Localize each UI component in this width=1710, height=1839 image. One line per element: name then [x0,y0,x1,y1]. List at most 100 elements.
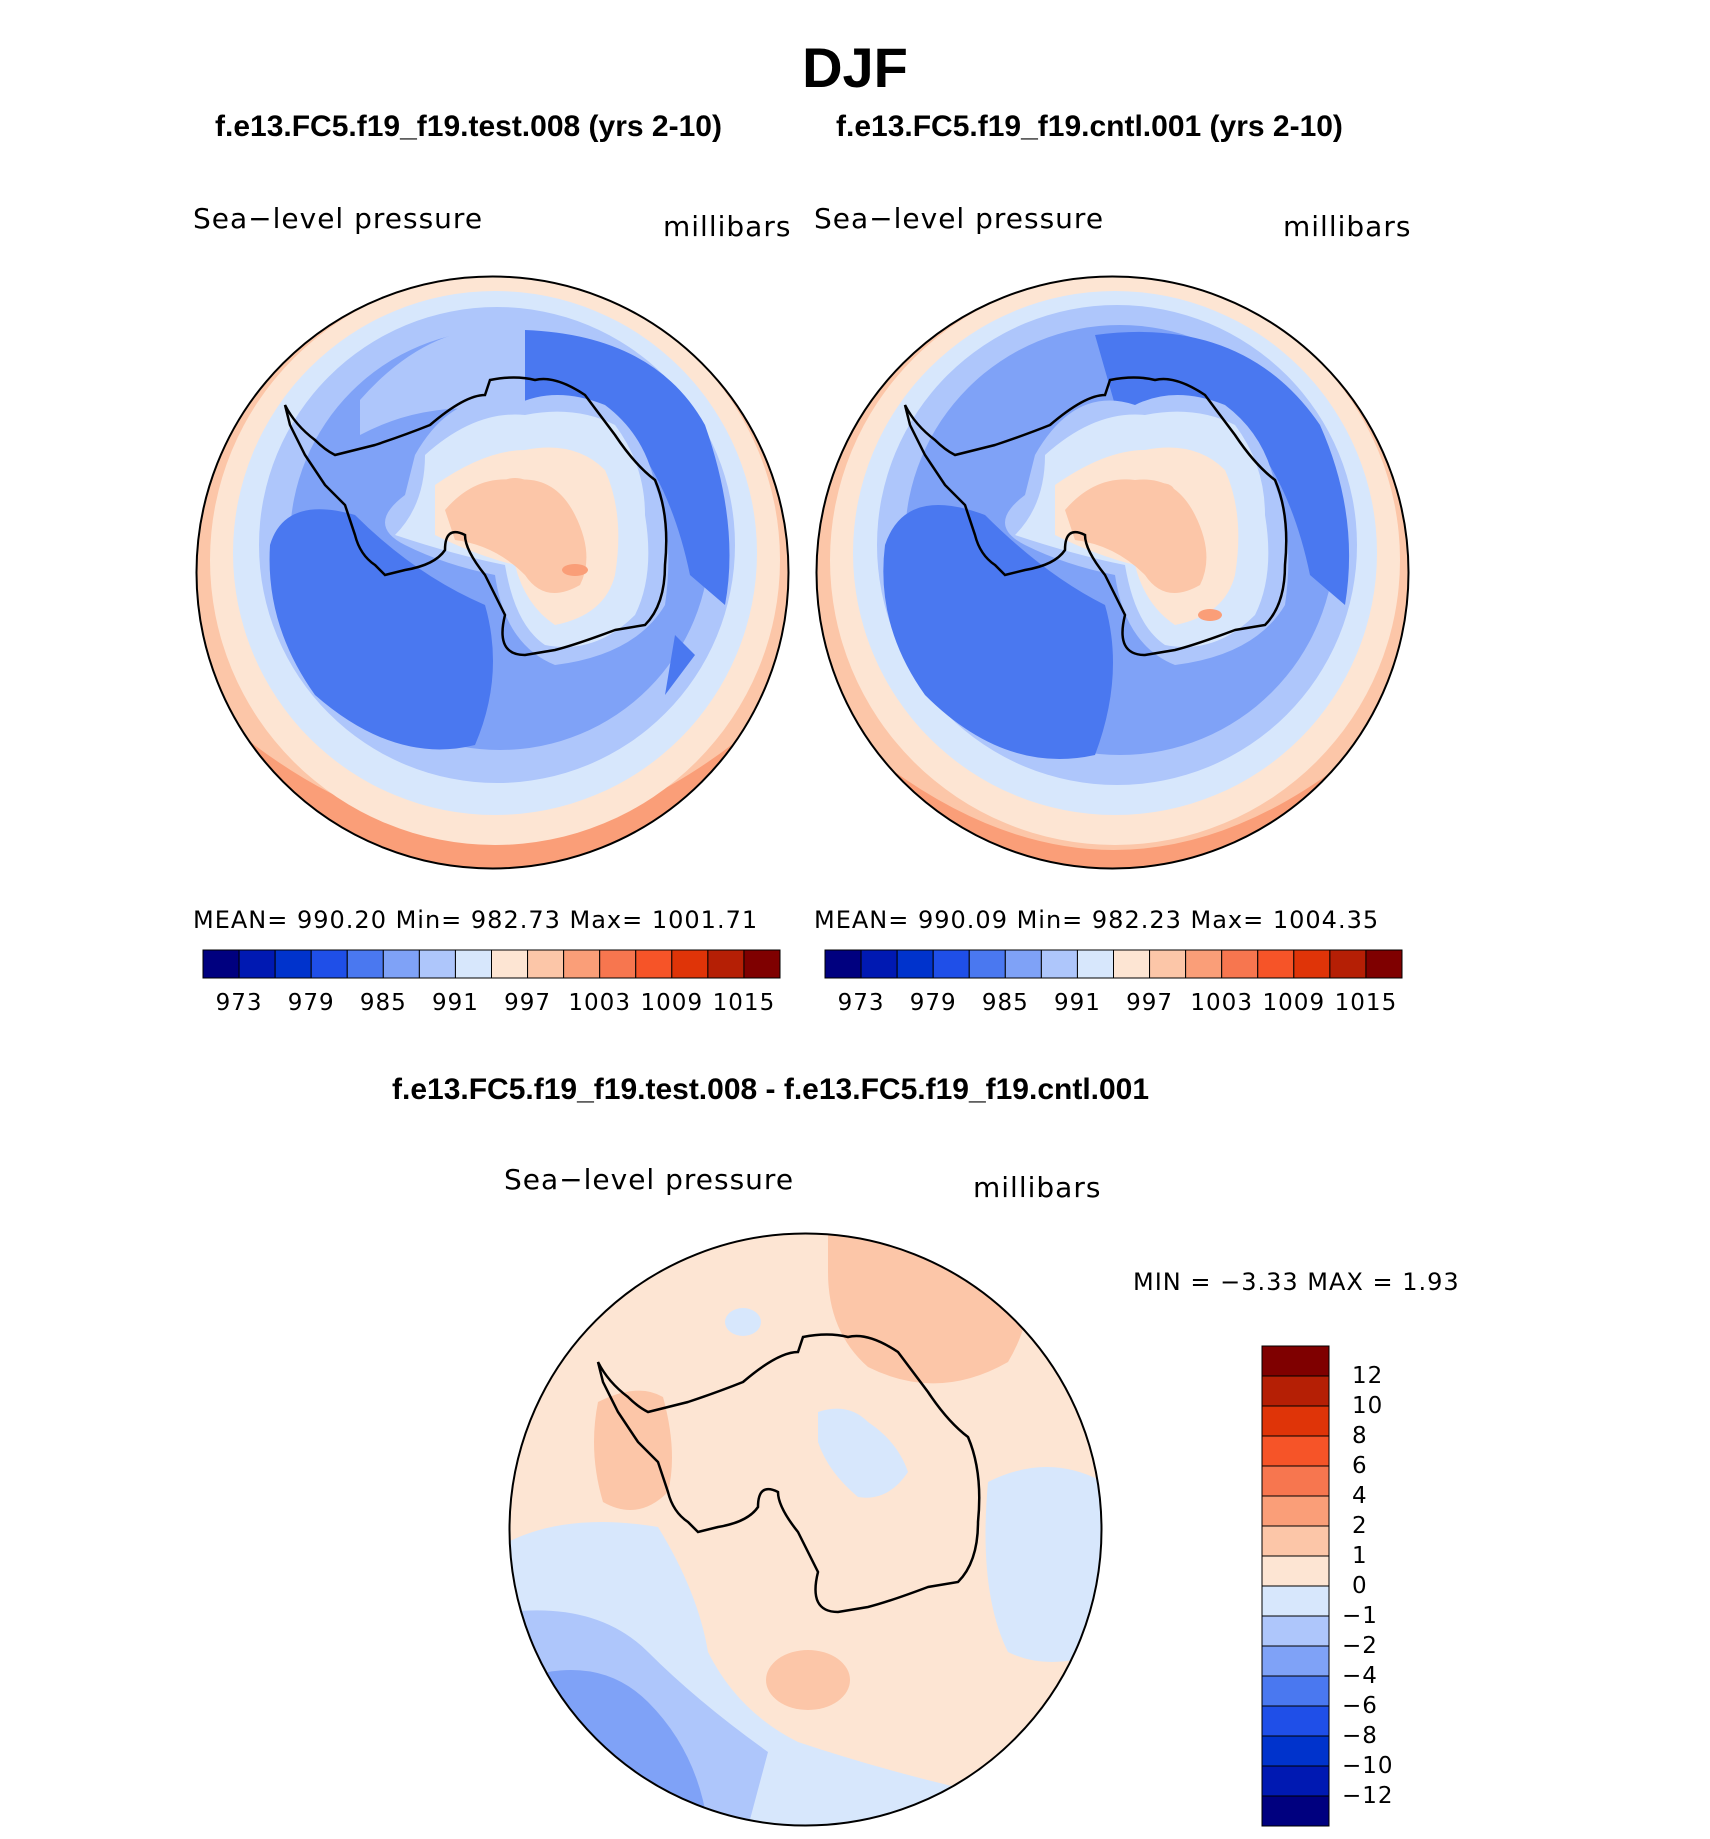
colorbar-swatch [743,949,781,979]
map-diff-slp [508,1232,1103,1827]
colorbar-tick-label: −8 [1342,1723,1378,1749]
colorbar-swatch [1261,1585,1330,1617]
colorbar-swatch [1261,1615,1330,1647]
colorbar-swatch [1113,949,1151,979]
map-cntl-slp [815,275,1410,870]
colorbar-swatch [1185,949,1223,979]
colorbar-tick-label: 1003 [568,990,631,1016]
colorbar-tick-label: 10 [1352,1393,1384,1419]
colorbar-cntl-labels: 973 979 985 991 997 1003 1009 1015 [825,990,1402,1020]
colorbar-swatch [310,949,348,979]
panel1-units: millibars [663,210,792,243]
colorbar-swatch [382,949,420,979]
colorbar-swatch [824,949,862,979]
colorbar-tick-label: 12 [1352,1363,1384,1389]
colorbar-swatch [1261,1765,1330,1797]
colorbar-tick-label: 973 [837,990,885,1016]
colorbar-tick-label: 997 [504,990,552,1016]
diff-stats: MIN = −3.33 MAX = 1.93 [1133,1268,1460,1296]
colorbar-tick-label: 8 [1352,1423,1368,1449]
colorbar-tick-label: 979 [287,990,335,1016]
colorbar-tick-label: 991 [431,990,479,1016]
panel2-units: millibars [1283,210,1412,243]
panel1-case-title: f.e13.FC5.f19_f19.test.008 (yrs 2-10) [215,110,722,143]
colorbar-swatch [1004,949,1042,979]
colorbar-cntl [824,949,1403,979]
colorbar-swatch [1365,949,1403,979]
colorbar-tick-label: 1009 [640,990,704,1016]
colorbar-tick-label: 1 [1352,1543,1368,1569]
colorbar-swatch [1261,1345,1330,1377]
colorbar-tick-label: 1003 [1190,990,1253,1016]
colorbar-swatch [202,949,240,979]
colorbar-swatch [1329,949,1367,979]
colorbar-swatch [527,949,565,979]
colorbar-swatch [1261,1795,1330,1827]
colorbar-tick-label: 6 [1352,1453,1368,1479]
colorbar-tick-label: 4 [1352,1483,1368,1509]
colorbar-test-labels: 973 979 985 991 997 1003 1009 1015 [203,990,780,1020]
panel1-variable: Sea−level pressure [193,202,484,235]
colorbar-swatch [1040,949,1078,979]
colorbar-tick-label: 1009 [1262,990,1326,1016]
colorbar-test [202,949,781,979]
colorbar-tick-label: 985 [981,990,1029,1016]
colorbar-swatch [454,949,492,979]
colorbar-swatch [1261,1525,1330,1557]
colorbar-swatch [346,949,384,979]
diff-units: millibars [973,1171,1102,1204]
colorbar-diff [1261,1345,1330,1827]
colorbar-swatch [599,949,637,979]
map-test-slp [195,275,790,870]
colorbar-swatch [860,949,898,979]
colorbar-swatch [1261,1375,1330,1407]
colorbar-swatch [1261,1705,1330,1737]
colorbar-tick-label: 997 [1126,990,1174,1016]
panel2-variable: Sea−level pressure [814,202,1105,235]
colorbar-tick-label: 991 [1053,990,1101,1016]
colorbar-swatch [1261,1735,1330,1767]
colorbar-swatch [1293,949,1331,979]
colorbar-swatch [418,949,456,979]
colorbar-tick-label: 973 [215,990,263,1016]
main-title: DJF [802,36,908,99]
colorbar-swatch [932,949,970,979]
colorbar-swatch [671,949,709,979]
colorbar-tick-label: 2 [1352,1513,1368,1539]
colorbar-swatch [563,949,601,979]
diff-variable: Sea−level pressure [504,1163,795,1196]
colorbar-tick-label: 979 [909,990,957,1016]
colorbar-tick-label: 1015 [1334,990,1398,1016]
colorbar-swatch [1261,1405,1330,1437]
colorbar-swatch [1261,1645,1330,1677]
colorbar-diff-labels: 12 10 8 6 4 2 1 0 −1 −2 −4 −6 −8 −10 −12 [1342,1346,1428,1826]
colorbar-tick-label: −4 [1342,1663,1378,1689]
colorbar-swatch [1261,1555,1330,1587]
colorbar-swatch [1257,949,1295,979]
colorbar-tick-label: −6 [1342,1693,1378,1719]
colorbar-swatch [1261,1465,1330,1497]
colorbar-tick-label: 1015 [712,990,776,1016]
panel1-stats: MEAN= 990.20 Min= 982.73 Max= 1001.71 [193,906,759,934]
colorbar-tick-label: −2 [1342,1633,1378,1659]
panel2-case-title: f.e13.FC5.f19_f19.cntl.001 (yrs 2-10) [836,110,1343,143]
colorbar-tick-label: −12 [1342,1783,1394,1809]
colorbar-tick-label: −1 [1342,1603,1378,1629]
colorbar-swatch [1261,1675,1330,1707]
colorbar-swatch [491,949,529,979]
colorbar-swatch [707,949,745,979]
colorbar-tick-label: 985 [359,990,407,1016]
colorbar-swatch [1149,949,1187,979]
colorbar-swatch [1221,949,1259,979]
colorbar-swatch [635,949,673,979]
panel2-stats: MEAN= 990.09 Min= 982.23 Max= 1004.35 [814,906,1380,934]
colorbar-swatch [274,949,312,979]
colorbar-tick-label: 0 [1352,1573,1368,1599]
colorbar-swatch [1261,1435,1330,1467]
diff-case-title: f.e13.FC5.f19_f19.test.008 - f.e13.FC5.f… [392,1073,1150,1106]
colorbar-swatch [238,949,276,979]
colorbar-swatch [968,949,1006,979]
colorbar-tick-label: −10 [1342,1753,1394,1779]
colorbar-swatch [1261,1495,1330,1527]
colorbar-swatch [896,949,934,979]
